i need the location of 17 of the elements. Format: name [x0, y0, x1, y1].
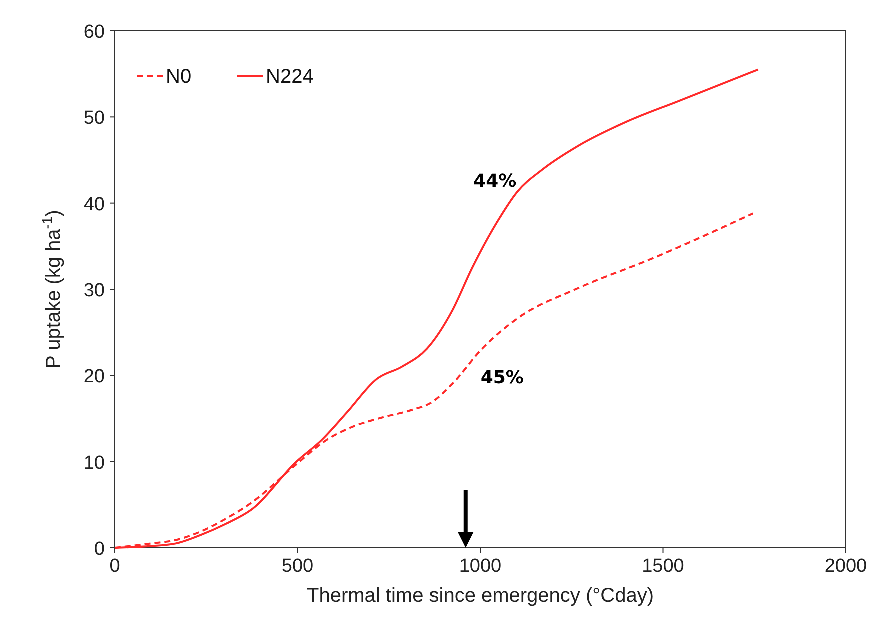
y-tick-label: 20 — [84, 366, 105, 388]
y-tick-label: 30 — [84, 280, 105, 302]
annotation: 45% — [480, 367, 524, 388]
annotation: 44% — [474, 170, 517, 192]
legend-label: N224 — [266, 66, 314, 88]
x-tick-label: 1500 — [642, 556, 684, 577]
y-tick-label: 50 — [84, 108, 105, 130]
y-tick-label: 10 — [84, 452, 105, 474]
x-axis-title: Thermal time since emergency (°Cday) — [307, 585, 654, 607]
x-tick-label: 0 — [110, 556, 120, 577]
legend-label: N0 — [166, 66, 192, 88]
x-tick-label: 1000 — [459, 556, 502, 577]
y-tick-label: 40 — [84, 194, 105, 216]
x-tick-label: 2000 — [824, 556, 868, 577]
x-tick-label: 500 — [282, 556, 314, 577]
y-tick-label: 0 — [94, 539, 105, 560]
y-tick-label: 60 — [84, 22, 105, 43]
